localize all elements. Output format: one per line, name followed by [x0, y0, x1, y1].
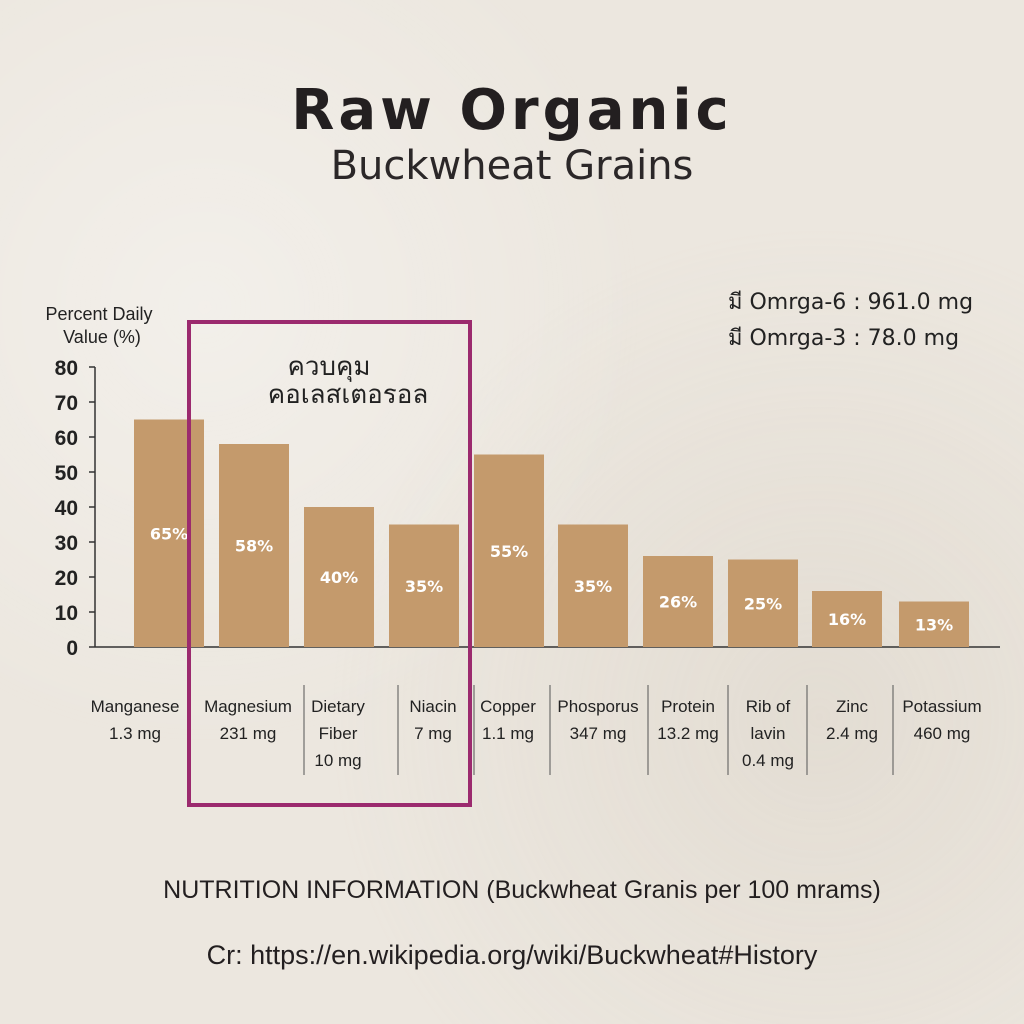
bar-value-label: 58%: [235, 537, 273, 556]
category-label: Protein: [661, 697, 715, 716]
y-tick-label: 60: [55, 427, 78, 450]
bar: [899, 601, 969, 647]
category-label: 2.4 mg: [826, 724, 878, 743]
nutrition-bar-chart: Percent Daily Value (%) 0 10 20 30 40 50 60 70 80 6…: [45, 304, 1000, 807]
category-label: Dietary: [311, 697, 365, 716]
y-tick-label: 20: [55, 567, 78, 590]
category-label: 7 mg: [414, 724, 452, 743]
category-label: 0.4 mg: [742, 751, 794, 770]
nutrition-info-caption: NUTRITION INFORMATION (Buckwheat Granis …: [163, 876, 881, 904]
y-tick-label: 10: [55, 602, 78, 625]
y-tick-label: 40: [55, 497, 78, 520]
bar-value-label: 35%: [405, 577, 443, 596]
category-label: Rib of: [746, 697, 791, 716]
bar: [389, 524, 459, 647]
source-credit: Cr: https://en.wikipedia.org/wiki/Buckwh…: [206, 940, 818, 970]
category-label: Fiber: [319, 724, 358, 743]
category-label: Manganese: [91, 697, 180, 716]
category-label: 231 mg: [220, 724, 277, 743]
category-label: Niacin: [409, 697, 456, 716]
bar-value-label: 55%: [490, 542, 528, 561]
y-tick-label: 0: [66, 637, 78, 660]
chart-subtitle: Buckwheat Grains: [330, 143, 694, 189]
y-axis-label: Value (%): [63, 327, 141, 347]
bar-value-label: 40%: [320, 568, 358, 587]
bar-value-label: 26%: [659, 593, 697, 612]
category-label: 10 mg: [314, 751, 361, 770]
y-tick-label: 80: [55, 357, 78, 380]
bar: [728, 559, 798, 647]
category-label: Magnesium: [204, 697, 292, 716]
category-label: lavin: [751, 724, 786, 743]
y-tick-label: 30: [55, 532, 78, 555]
category-label: Copper: [480, 697, 536, 716]
bar: [219, 444, 289, 647]
bar: [812, 591, 882, 647]
category-label: 1.1 mg: [482, 724, 534, 743]
bar: [134, 419, 204, 647]
bar-value-label: 16%: [828, 610, 866, 629]
highlight-frame: [187, 320, 472, 807]
chart-title: Raw Organic: [291, 78, 733, 143]
bar: [558, 524, 628, 647]
category-label: Potassium: [902, 697, 981, 716]
category-label: Zinc: [836, 697, 869, 716]
bar-value-label: 35%: [574, 577, 612, 596]
bar-value-label: 25%: [744, 594, 782, 613]
bar-value-label: 65%: [150, 524, 188, 543]
bar: [643, 556, 713, 647]
y-tick-label: 50: [55, 462, 78, 485]
highlight-label: คอเลสเตอรอล: [268, 380, 429, 410]
category-label: Phosporus: [557, 697, 638, 716]
highlight-label: ควบคุม: [287, 352, 370, 382]
category-label: 13.2 mg: [657, 724, 718, 743]
bar-value-label: 13%: [915, 615, 953, 634]
omega3-note: มี Omrga-3 : 78.0 mg: [728, 326, 960, 351]
bar: [474, 454, 544, 647]
bar: [304, 507, 374, 647]
category-label: 1.3 mg: [109, 724, 161, 743]
omega6-note: มี Omrga-6 : 961.0 mg: [728, 290, 974, 315]
category-label: 460 mg: [914, 724, 971, 743]
category-label: 347 mg: [570, 724, 627, 743]
y-tick-label: 70: [55, 392, 78, 415]
y-axis-label: Percent Daily: [45, 304, 152, 324]
